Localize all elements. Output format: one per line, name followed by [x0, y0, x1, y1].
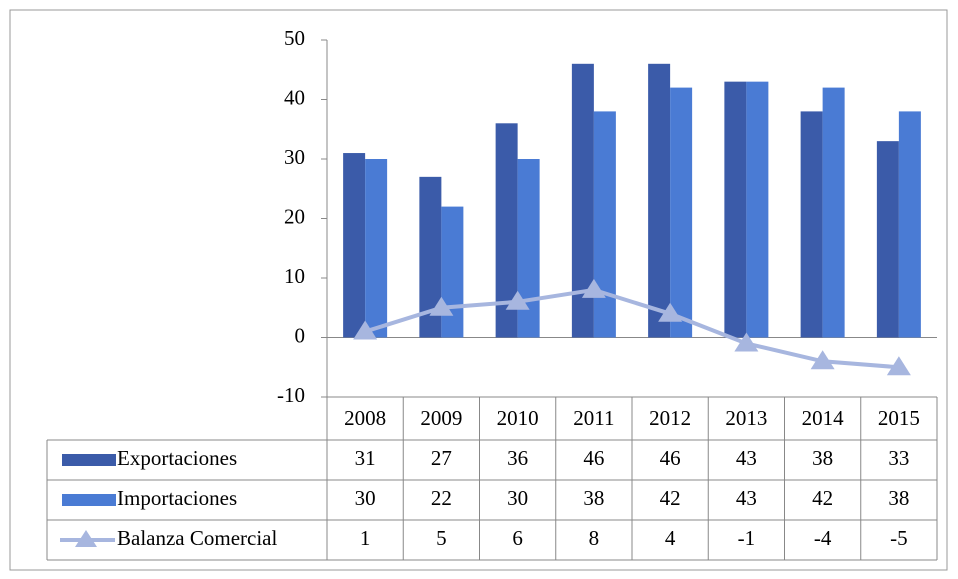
bar	[343, 153, 366, 338]
table-value: 33	[888, 446, 909, 470]
table-value: 46	[583, 446, 604, 470]
bar	[441, 206, 464, 338]
table-value: 6	[512, 526, 523, 550]
table-value: 38	[812, 446, 833, 470]
bar	[898, 111, 921, 338]
table-value: 8	[589, 526, 600, 550]
x-tick-label: 2010	[497, 406, 539, 430]
marker	[505, 290, 530, 310]
bar	[571, 63, 594, 338]
x-tick-label: 2014	[802, 406, 845, 430]
y-tick-label: 40	[284, 85, 305, 109]
legend-key	[75, 530, 97, 547]
legend-key	[62, 494, 116, 506]
marker	[429, 296, 454, 316]
marker	[886, 356, 911, 376]
bar	[800, 111, 823, 338]
table-value: 42	[660, 486, 681, 510]
y-tick-label: -10	[277, 383, 305, 407]
y-tick-label: 0	[295, 323, 306, 347]
x-tick-label: 2015	[878, 406, 920, 430]
bar	[495, 123, 518, 338]
table-value: 4	[665, 526, 676, 550]
legend-label: Exportaciones	[117, 446, 237, 470]
marker	[353, 320, 378, 340]
table-value: 43	[736, 446, 757, 470]
bar	[593, 111, 616, 338]
table-value: 42	[812, 486, 833, 510]
marker	[581, 278, 606, 298]
bar	[822, 87, 845, 338]
x-tick-label: 2009	[420, 406, 462, 430]
table-value: -5	[890, 526, 908, 550]
table-value: 43	[736, 486, 757, 510]
table-value: -4	[814, 526, 832, 550]
marker	[658, 302, 683, 322]
line	[364, 287, 900, 370]
y-tick-label: 50	[284, 26, 305, 50]
x-tick-label: 2012	[649, 406, 691, 430]
table-value: 1	[360, 526, 371, 550]
table-value: 22	[431, 486, 452, 510]
table-value: -1	[738, 526, 756, 550]
x-tick-label: 2013	[725, 406, 767, 430]
bar	[648, 63, 671, 338]
bar	[517, 159, 540, 338]
bar	[365, 159, 388, 338]
chart-border	[9, 9, 948, 571]
table-value: 46	[660, 446, 681, 470]
x-tick-label: 2008	[344, 406, 386, 430]
y-tick-label: 20	[284, 204, 305, 228]
table-value: 5	[436, 526, 447, 550]
legend-key	[62, 454, 116, 466]
table-value: 38	[583, 486, 604, 510]
x-tick-label: 2011	[573, 406, 614, 430]
bar	[670, 87, 693, 338]
legend-label: Importaciones	[117, 486, 237, 510]
bar	[746, 81, 769, 338]
table-value: 27	[431, 446, 452, 470]
bar	[876, 141, 899, 338]
legend-label: Balanza Comercial	[117, 526, 278, 550]
table-value: 36	[507, 446, 528, 470]
y-tick-label: 30	[284, 145, 305, 169]
bar	[724, 81, 747, 338]
table-value: 30	[507, 486, 528, 510]
y-tick-label: 10	[284, 264, 305, 288]
table-value: 30	[355, 486, 376, 510]
marker	[810, 350, 835, 370]
bar	[419, 176, 442, 338]
marker	[734, 332, 759, 352]
table-value: 31	[355, 446, 376, 470]
table-value: 38	[888, 486, 909, 510]
